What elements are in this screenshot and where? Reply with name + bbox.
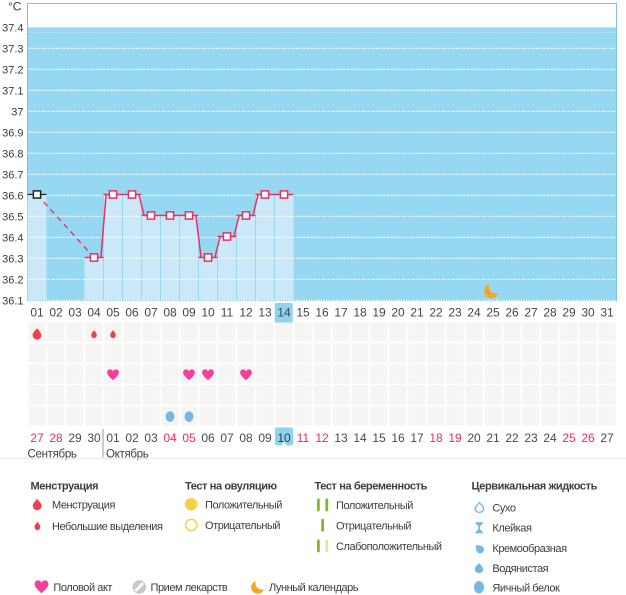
svg-text:Положительный: Положительный xyxy=(205,499,282,511)
svg-text:28: 28 xyxy=(49,431,63,445)
svg-text:06: 06 xyxy=(201,431,215,445)
svg-text:27: 27 xyxy=(30,431,44,445)
svg-text:Лунный календарь: Лунный календарь xyxy=(269,582,359,594)
svg-text:14: 14 xyxy=(277,306,291,320)
svg-text:24: 24 xyxy=(467,306,481,320)
svg-text:19: 19 xyxy=(372,306,386,320)
svg-text:Менструация: Менструация xyxy=(31,480,99,492)
svg-text:02: 02 xyxy=(125,431,139,445)
svg-text:11: 11 xyxy=(221,306,234,320)
svg-text:16: 16 xyxy=(391,431,405,445)
svg-text:37: 37 xyxy=(11,107,23,119)
svg-text:37.3: 37.3 xyxy=(2,44,23,56)
svg-text:01: 01 xyxy=(30,306,44,320)
svg-text:06: 06 xyxy=(125,306,139,320)
svg-text:Клейкая: Клейкая xyxy=(492,523,532,535)
svg-text:Отрицательный: Отрицательный xyxy=(336,520,411,532)
svg-text:36.6: 36.6 xyxy=(2,191,23,203)
svg-text:21: 21 xyxy=(410,306,424,320)
svg-text:03: 03 xyxy=(68,306,82,320)
svg-text:17: 17 xyxy=(334,306,348,320)
svg-text:Тест на беременность: Тест на беременность xyxy=(315,480,428,492)
svg-text:02: 02 xyxy=(49,306,63,320)
svg-text:36.5: 36.5 xyxy=(2,212,23,224)
svg-text:24: 24 xyxy=(543,431,557,445)
svg-text:Тест на овуляцию: Тест на овуляцию xyxy=(185,480,277,492)
svg-text:25: 25 xyxy=(486,306,500,320)
svg-text:17: 17 xyxy=(410,431,424,445)
svg-text:Отрицательный: Отрицательный xyxy=(205,520,280,532)
svg-text:04: 04 xyxy=(163,431,177,445)
svg-text:30: 30 xyxy=(581,306,595,320)
svg-text:11: 11 xyxy=(297,431,310,445)
svg-text:05: 05 xyxy=(182,431,196,445)
svg-text:30: 30 xyxy=(87,431,101,445)
svg-text:27: 27 xyxy=(600,431,614,445)
svg-text:22: 22 xyxy=(429,306,443,320)
svg-text:08: 08 xyxy=(163,306,177,320)
svg-text:14: 14 xyxy=(353,431,367,445)
svg-text:Цервикальная жидкость: Цервикальная жидкость xyxy=(472,480,598,492)
svg-text:Кремообразная: Кремообразная xyxy=(492,543,567,555)
svg-text:08: 08 xyxy=(239,431,253,445)
svg-text:07: 07 xyxy=(220,431,234,445)
svg-text:Сентябрь: Сентябрь xyxy=(28,449,77,461)
svg-text:07: 07 xyxy=(144,306,158,320)
svg-text:Менструация: Менструация xyxy=(52,500,115,512)
svg-text:37.1: 37.1 xyxy=(2,86,23,98)
svg-text:19: 19 xyxy=(448,431,462,445)
svg-text:27: 27 xyxy=(524,306,538,320)
svg-text:09: 09 xyxy=(258,431,272,445)
svg-text:18: 18 xyxy=(353,306,367,320)
svg-text:36.9: 36.9 xyxy=(2,128,23,140)
svg-text:°C: °C xyxy=(8,0,22,14)
svg-text:04: 04 xyxy=(87,306,101,320)
svg-text:Половой акт: Половой акт xyxy=(53,582,112,594)
svg-text:25: 25 xyxy=(562,431,576,445)
svg-text:01: 01 xyxy=(106,431,120,445)
svg-text:31: 31 xyxy=(600,306,614,320)
svg-text:Слабоположительный: Слабоположительный xyxy=(336,541,442,553)
svg-text:36.3: 36.3 xyxy=(2,254,23,266)
svg-text:36.1: 36.1 xyxy=(2,296,23,308)
svg-text:Яичный белок: Яичный белок xyxy=(492,582,560,594)
svg-text:15: 15 xyxy=(296,306,310,320)
svg-text:Положительный: Положительный xyxy=(336,500,413,512)
svg-text:20: 20 xyxy=(391,306,405,320)
svg-text:16: 16 xyxy=(315,306,329,320)
svg-text:Водянистая: Водянистая xyxy=(492,563,548,575)
svg-text:36.4: 36.4 xyxy=(2,233,23,245)
svg-text:29: 29 xyxy=(562,306,576,320)
svg-text:18: 18 xyxy=(429,431,443,445)
svg-text:26: 26 xyxy=(581,431,595,445)
svg-text:10: 10 xyxy=(201,306,215,320)
svg-text:29: 29 xyxy=(68,431,82,445)
svg-text:28: 28 xyxy=(543,306,557,320)
svg-text:Прием лекарств: Прием лекарств xyxy=(151,582,228,594)
svg-text:12: 12 xyxy=(315,431,329,445)
svg-text:13: 13 xyxy=(334,431,348,445)
svg-text:Октябрь: Октябрь xyxy=(106,449,149,461)
svg-text:Небольшие выделения: Небольшие выделения xyxy=(52,521,163,533)
svg-text:26: 26 xyxy=(505,306,519,320)
svg-text:37.4: 37.4 xyxy=(2,23,23,35)
svg-text:Сухо: Сухо xyxy=(492,503,515,515)
svg-text:36.7: 36.7 xyxy=(2,170,23,182)
svg-text:05: 05 xyxy=(106,306,120,320)
svg-text:37.2: 37.2 xyxy=(2,65,23,77)
svg-text:23: 23 xyxy=(524,431,538,445)
svg-text:36.2: 36.2 xyxy=(2,275,23,287)
svg-text:12: 12 xyxy=(239,306,253,320)
svg-text:09: 09 xyxy=(182,306,196,320)
svg-text:22: 22 xyxy=(505,431,519,445)
svg-text:21: 21 xyxy=(486,431,500,445)
svg-text:36.8: 36.8 xyxy=(2,149,23,161)
svg-text:15: 15 xyxy=(372,431,386,445)
svg-text:03: 03 xyxy=(144,431,158,445)
svg-text:10: 10 xyxy=(277,431,291,445)
svg-text:13: 13 xyxy=(258,306,272,320)
svg-text:23: 23 xyxy=(448,306,462,320)
svg-text:20: 20 xyxy=(467,431,481,445)
